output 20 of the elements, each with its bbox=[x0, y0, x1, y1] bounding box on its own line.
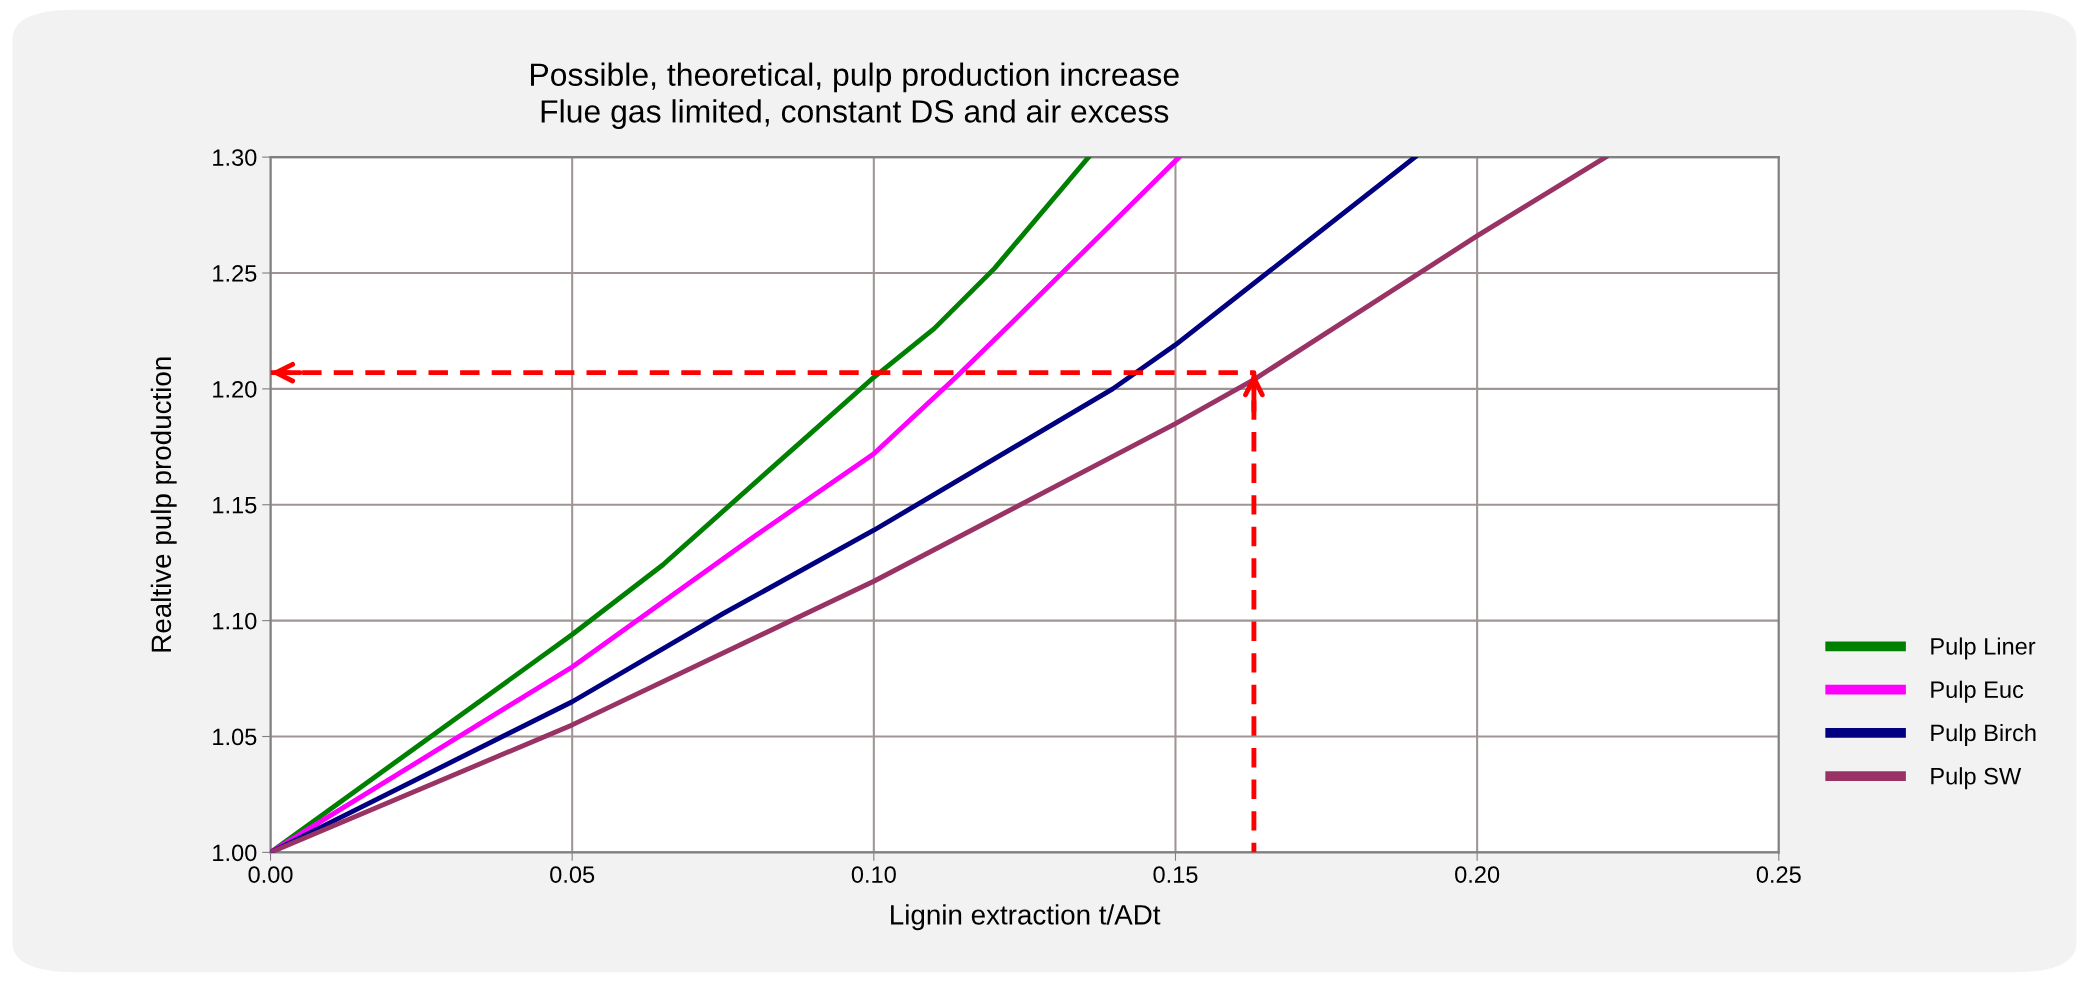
y-tick-label: 1.15 bbox=[213, 497, 257, 514]
y-tick-label: 1.20 bbox=[213, 380, 257, 398]
chart-title: Possible, theoretical, pulp production increase Flue gas limited, constant DS and air excess bbox=[531, 62, 1179, 130]
x-tick-label: 0.05 bbox=[550, 866, 595, 883]
x-tick-label: 0.15 bbox=[1153, 866, 1198, 883]
y-tick-label: 1.10 bbox=[213, 612, 257, 630]
y-axis-title: Realtive pulp production bbox=[150, 357, 177, 652]
x-tick-label: 0.00 bbox=[248, 866, 293, 883]
y-tick-label: 1.30 bbox=[213, 149, 257, 166]
legend-label: Pulp Birch bbox=[1931, 723, 2036, 746]
y-tick-label: 1.05 bbox=[213, 728, 257, 746]
legend-label: Pulp Liner bbox=[1931, 637, 2036, 660]
x-tick-label: 0.25 bbox=[1756, 866, 1801, 883]
y-tick-label: 1.00 bbox=[213, 844, 257, 862]
x-tick-label: 0.20 bbox=[1455, 866, 1500, 883]
legend-label: Pulp SW bbox=[1931, 767, 2022, 790]
x-tick-label: 0.10 bbox=[851, 866, 896, 883]
y-tick-label: 1.25 bbox=[213, 265, 257, 282]
legend-label: Pulp Euc bbox=[1931, 680, 2024, 703]
x-axis-title: Lignin extraction t/ADt bbox=[891, 904, 1161, 931]
